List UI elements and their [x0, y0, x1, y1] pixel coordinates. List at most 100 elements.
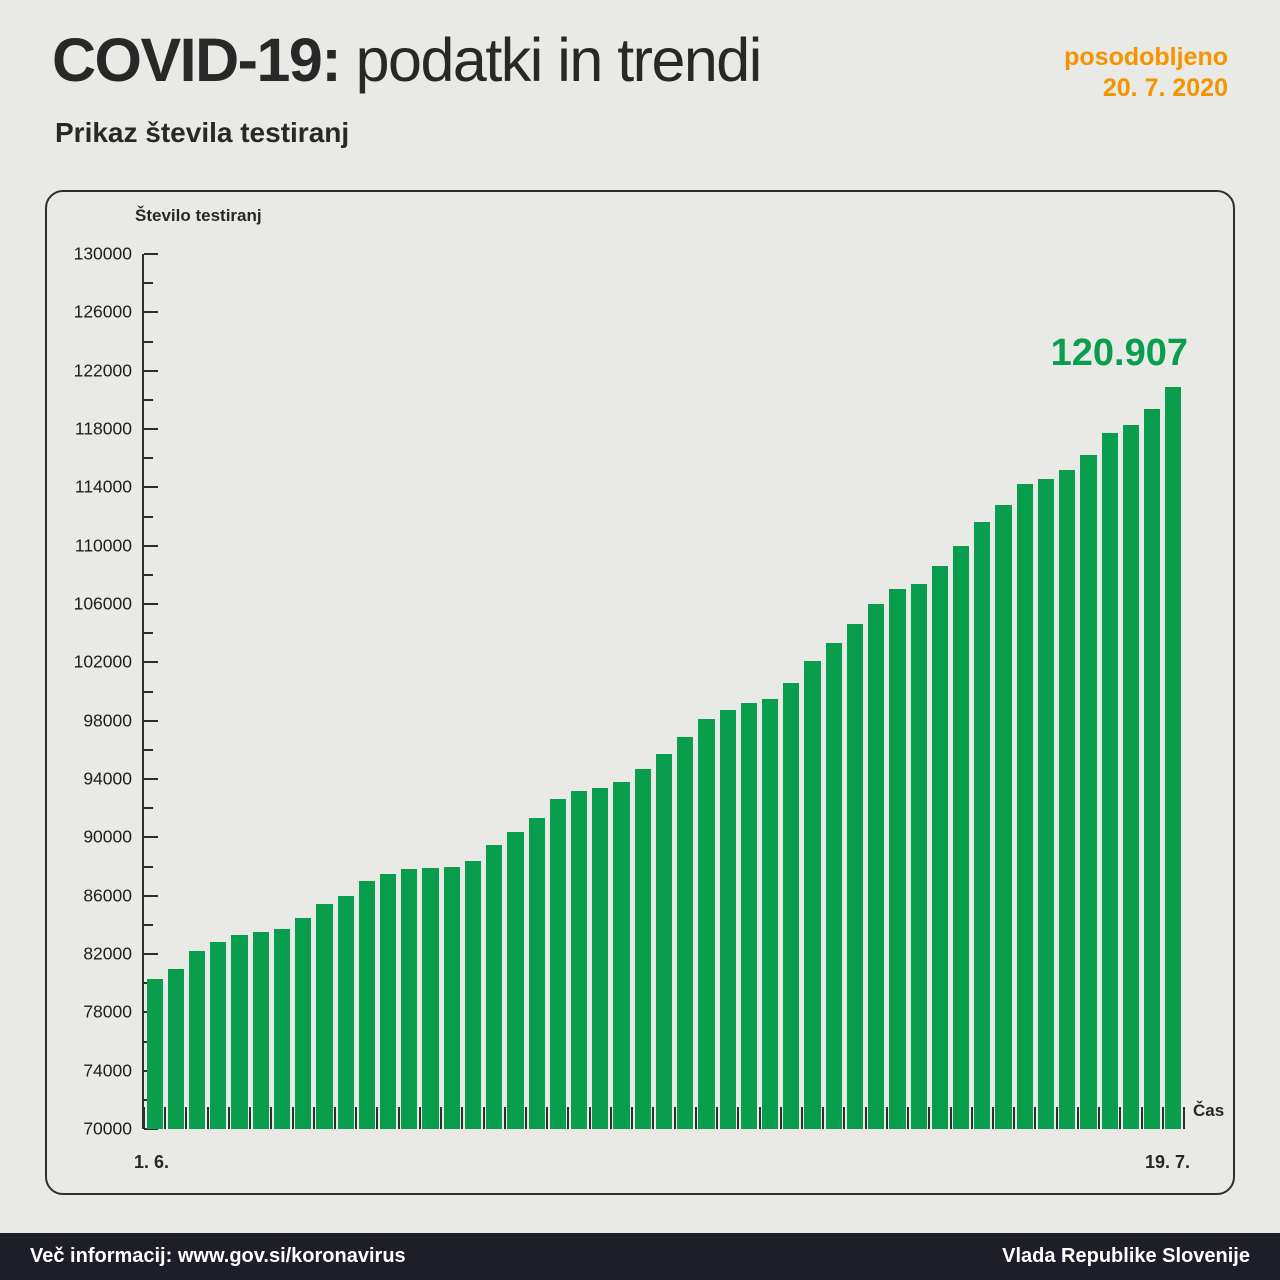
y-axis-label: 70000 — [83, 1118, 132, 1139]
y-axis-minor-tick — [144, 865, 153, 868]
x-axis-tick — [482, 1107, 485, 1129]
bar-16.6. — [464, 860, 482, 1129]
x-axis-tick — [1013, 1107, 1016, 1129]
x-axis-tick — [1034, 1107, 1037, 1129]
y-axis-label: 82000 — [83, 943, 132, 964]
bar-22.6. — [592, 787, 609, 1129]
x-axis-tick — [185, 1107, 188, 1129]
bar-3.7. — [825, 643, 842, 1129]
x-axis-tick — [227, 1107, 230, 1129]
bar-18.7. — [1144, 408, 1161, 1129]
bar-8.6. — [295, 917, 312, 1129]
bar-9.6. — [316, 904, 333, 1129]
x-axis-tick — [843, 1107, 846, 1129]
x-axis-tick — [885, 1107, 888, 1129]
x-axis-tick — [673, 1107, 676, 1129]
x-axis-tick — [779, 1107, 782, 1129]
x-axis-end-label: 19. 7. — [1144, 1152, 1190, 1172]
bar-16.7. — [1101, 433, 1118, 1129]
bar-10.7. — [974, 522, 991, 1129]
bar-15.6. — [443, 866, 460, 1129]
x-axis-tick — [567, 1107, 570, 1129]
bar-4.6. — [210, 942, 227, 1129]
bar-14.7. — [1059, 469, 1076, 1129]
y-axis-major-tick — [144, 894, 158, 897]
x-axis-tick — [928, 1107, 931, 1129]
y-axis-minor-tick — [144, 457, 153, 460]
bar-27.6. — [698, 719, 715, 1129]
bar-5.7. — [868, 604, 885, 1129]
x-axis-tick — [737, 1107, 740, 1129]
bar-2.6. — [167, 968, 184, 1129]
last-value-annotation: 120.907 — [1050, 331, 1188, 374]
page-title: COVID-19: podatki in trendi — [52, 26, 762, 94]
y-axis-label: 74000 — [83, 1060, 132, 1081]
x-axis-tick — [1055, 1107, 1058, 1129]
y-axis-major-tick — [144, 311, 158, 314]
header: COVID-19: podatki in trendi posodobljeno… — [0, 0, 1280, 105]
x-axis-tick — [546, 1107, 549, 1129]
y-axis-minor-tick — [144, 573, 153, 576]
chart-card: Število testiranj 120.907 1. 6. 19. 7. Č… — [45, 190, 1235, 1195]
footer: Več informacij: www.gov.si/koronavirus V… — [0, 1233, 1280, 1280]
x-axis-tick — [164, 1107, 167, 1129]
x-axis-tick — [949, 1107, 952, 1129]
bar-23.6. — [613, 781, 630, 1129]
y-axis-label: 110000 — [74, 535, 132, 556]
y-axis-label: 126000 — [73, 301, 132, 322]
x-axis-tick — [970, 1107, 973, 1129]
bar-8.7. — [931, 566, 949, 1129]
y-axis-label: 106000 — [73, 593, 132, 614]
bar-7.7. — [910, 583, 927, 1129]
x-axis-tick — [355, 1107, 358, 1129]
y-axis-label: 114000 — [74, 476, 132, 497]
x-axis-tick — [418, 1107, 421, 1129]
bar-17.7. — [1122, 424, 1140, 1129]
y-axis-major-tick — [144, 719, 158, 722]
bar-1.6. — [146, 978, 163, 1129]
bar-2.7. — [804, 660, 821, 1129]
x-axis-tick — [588, 1107, 591, 1129]
x-axis-tick — [1076, 1107, 1079, 1129]
x-axis-tick — [907, 1107, 910, 1129]
x-axis-tick — [1161, 1107, 1164, 1129]
y-axis-title: Število testiranj — [135, 206, 262, 225]
x-axis-tick — [206, 1107, 209, 1129]
bar-21.6. — [570, 790, 588, 1129]
bar-25.6. — [655, 754, 673, 1129]
bar-26.6. — [677, 736, 694, 1129]
x-axis-tick — [652, 1107, 655, 1129]
bar-13.7. — [1037, 478, 1055, 1129]
y-axis-minor-tick — [144, 923, 153, 926]
bar-11.6. — [358, 881, 375, 1129]
bar-9.7. — [953, 545, 970, 1129]
x-axis-tick — [694, 1107, 697, 1129]
bar-10.6. — [337, 895, 354, 1129]
y-axis-major-tick — [144, 544, 158, 547]
title-main: COVID-19: — [52, 26, 342, 94]
x-axis-tick — [1183, 1107, 1185, 1129]
y-axis-label: 102000 — [73, 651, 132, 672]
bar-4.7. — [846, 624, 864, 1129]
chart-subtitle: Prikaz števila testiranj — [55, 116, 350, 148]
x-axis-tick — [800, 1107, 803, 1129]
bar-5.6. — [231, 935, 248, 1129]
bar-20.6. — [549, 799, 566, 1129]
bar-29.6. — [740, 703, 757, 1129]
bar-6.6. — [252, 932, 269, 1129]
x-axis-tick — [143, 1107, 145, 1129]
x-axis-tick — [503, 1107, 506, 1129]
y-axis-major-tick — [144, 253, 158, 255]
bar-24.6. — [634, 768, 651, 1129]
y-axis-major-tick — [144, 661, 158, 664]
y-axis-major-tick — [144, 369, 158, 372]
bar-15.7. — [1080, 455, 1097, 1129]
x-axis-tick — [334, 1107, 337, 1129]
x-axis-tick — [461, 1107, 464, 1129]
bar-6.7. — [889, 589, 906, 1129]
y-axis-major-tick — [144, 486, 158, 489]
footer-government: Vlada Republike Slovenije — [1002, 1245, 1250, 1267]
x-axis-tick — [1140, 1107, 1143, 1129]
y-axis-minor-tick — [144, 282, 153, 285]
